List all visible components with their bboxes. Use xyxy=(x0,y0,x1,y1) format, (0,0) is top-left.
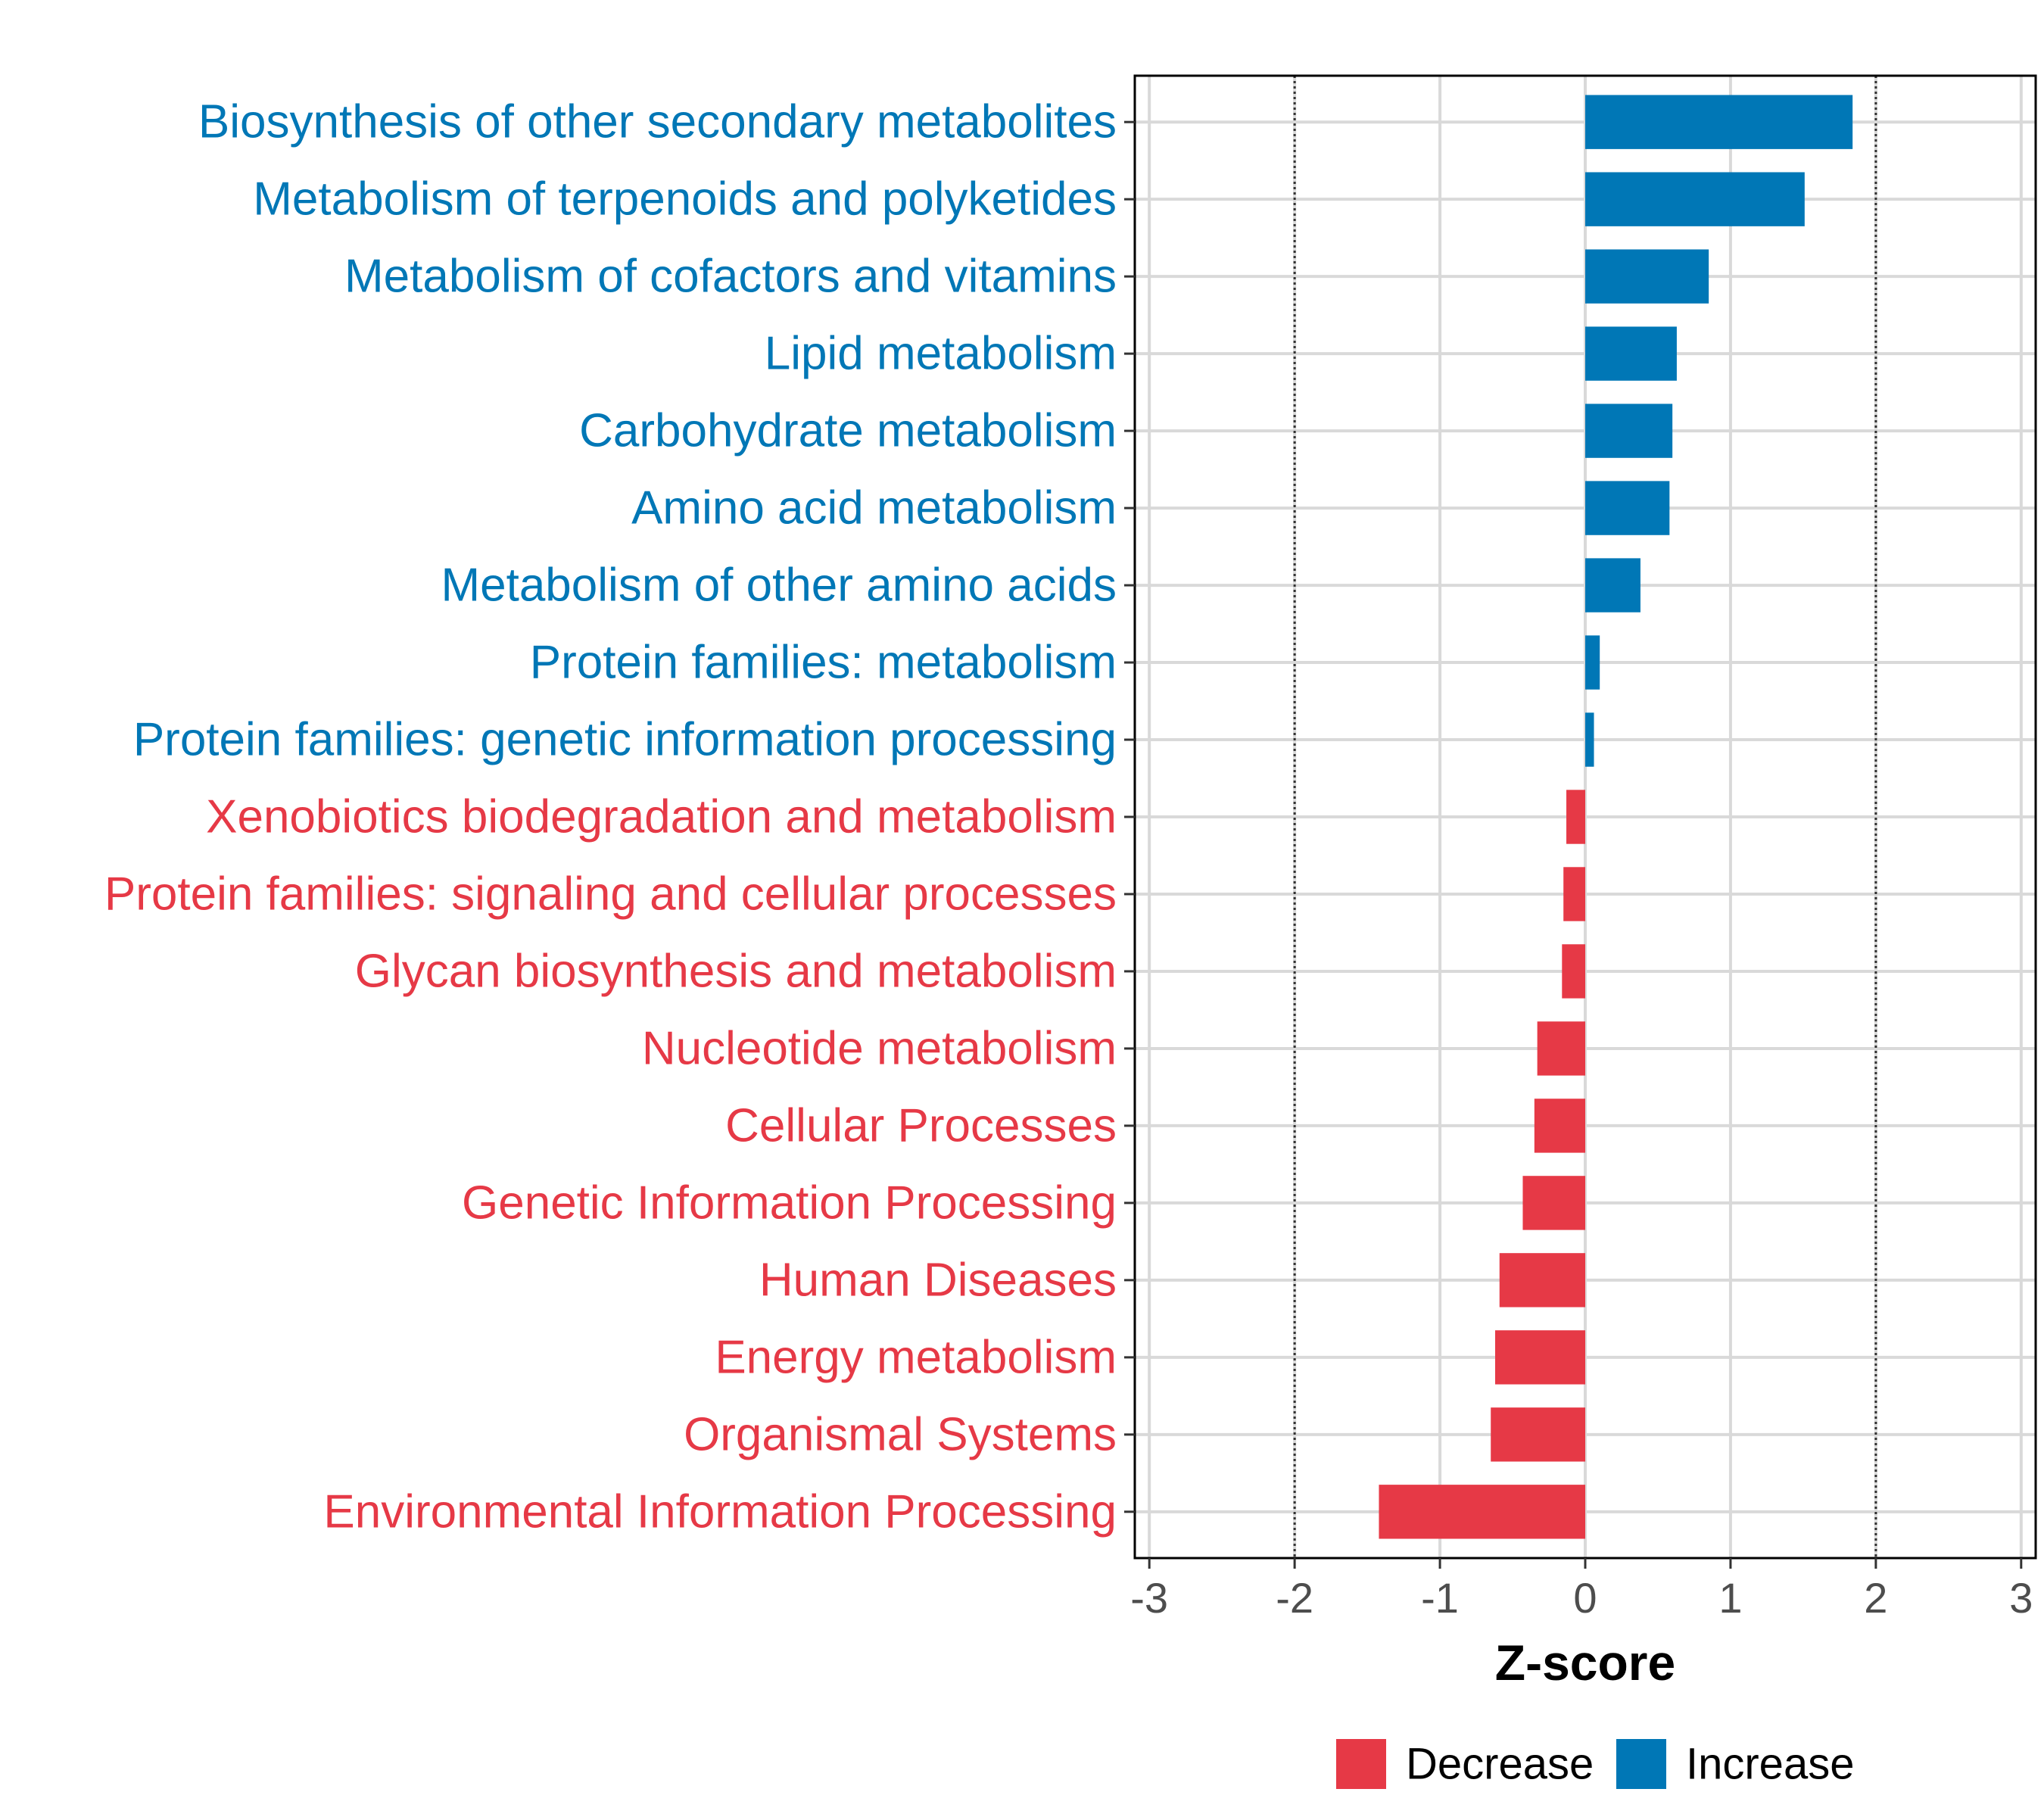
y-tick-label: Cellular Processes xyxy=(725,1099,1117,1152)
legend-key xyxy=(1336,1739,1386,1789)
bar xyxy=(1585,404,1673,458)
y-tick-label: Metabolism of terpenoids and polyketides xyxy=(253,173,1117,226)
x-tick-label: 0 xyxy=(1573,1574,1597,1622)
y-tick-label: Organismal Systems xyxy=(684,1408,1117,1460)
x-tick-label: 1 xyxy=(1718,1574,1742,1622)
legend-label: Decrease xyxy=(1406,1740,1594,1789)
bar xyxy=(1537,1021,1585,1076)
y-tick-label: Protein families: genetic information pr… xyxy=(133,714,1117,766)
y-axis: Biosynthesis of other secondary metaboli… xyxy=(104,96,1135,1538)
y-tick-label: Protein families: metabolism xyxy=(530,637,1117,689)
y-tick-label: Metabolism of other amino acids xyxy=(441,559,1117,612)
bar xyxy=(1495,1330,1585,1385)
legend: Decrease Increase xyxy=(1336,1739,1854,1789)
bar xyxy=(1585,95,1853,149)
x-tick-label: 3 xyxy=(2009,1574,2033,1622)
y-tick-label: Genetic Information Processing xyxy=(462,1177,1117,1229)
bar xyxy=(1522,1176,1585,1230)
y-tick-label: Glycan biosynthesis and metabolism xyxy=(355,945,1117,997)
legend-label: Increase xyxy=(1686,1740,1854,1789)
bar xyxy=(1585,326,1677,381)
y-tick-label: Energy metabolism xyxy=(715,1331,1117,1383)
bar xyxy=(1585,558,1640,612)
bars xyxy=(1379,95,1853,1539)
bar xyxy=(1534,1099,1585,1153)
legend-key xyxy=(1616,1739,1666,1789)
y-tick-label: Xenobiotics biodegradation and metabolis… xyxy=(206,791,1117,843)
bar xyxy=(1562,944,1585,999)
y-tick-label: Nucleotide metabolism xyxy=(642,1022,1117,1074)
y-tick-label: Protein families: signaling and cellular… xyxy=(104,868,1117,920)
x-tick-label: -3 xyxy=(1130,1574,1168,1622)
y-tick-label: Carbohydrate metabolism xyxy=(579,405,1117,457)
bar xyxy=(1379,1485,1585,1539)
x-axis-title: Z-score xyxy=(1495,1635,1675,1691)
bar xyxy=(1563,867,1585,921)
bar xyxy=(1585,172,1805,226)
y-tick-label: Amino acid metabolism xyxy=(631,482,1117,535)
x-tick-label: -1 xyxy=(1421,1574,1459,1622)
y-tick-label: Human Diseases xyxy=(759,1254,1117,1306)
bar xyxy=(1491,1407,1585,1462)
reference-lines xyxy=(1293,76,1877,1558)
y-tick-label: Biosynthesis of other secondary metaboli… xyxy=(198,96,1117,148)
y-tick-label: Metabolism of cofactors and vitamins xyxy=(344,251,1117,303)
y-tick-label: Environmental Information Processing xyxy=(323,1485,1117,1538)
bar xyxy=(1585,249,1709,304)
x-axis: -3 -2 -1 0 1 2 3 xyxy=(1130,1558,2033,1622)
bar xyxy=(1585,712,1594,767)
x-tick-label: 2 xyxy=(1864,1574,1887,1622)
bar xyxy=(1566,790,1585,844)
bar xyxy=(1499,1253,1585,1307)
bar xyxy=(1585,481,1670,535)
x-tick-label: -2 xyxy=(1276,1574,1313,1622)
bar xyxy=(1585,635,1600,690)
y-tick-label: Lipid metabolism xyxy=(765,328,1117,380)
